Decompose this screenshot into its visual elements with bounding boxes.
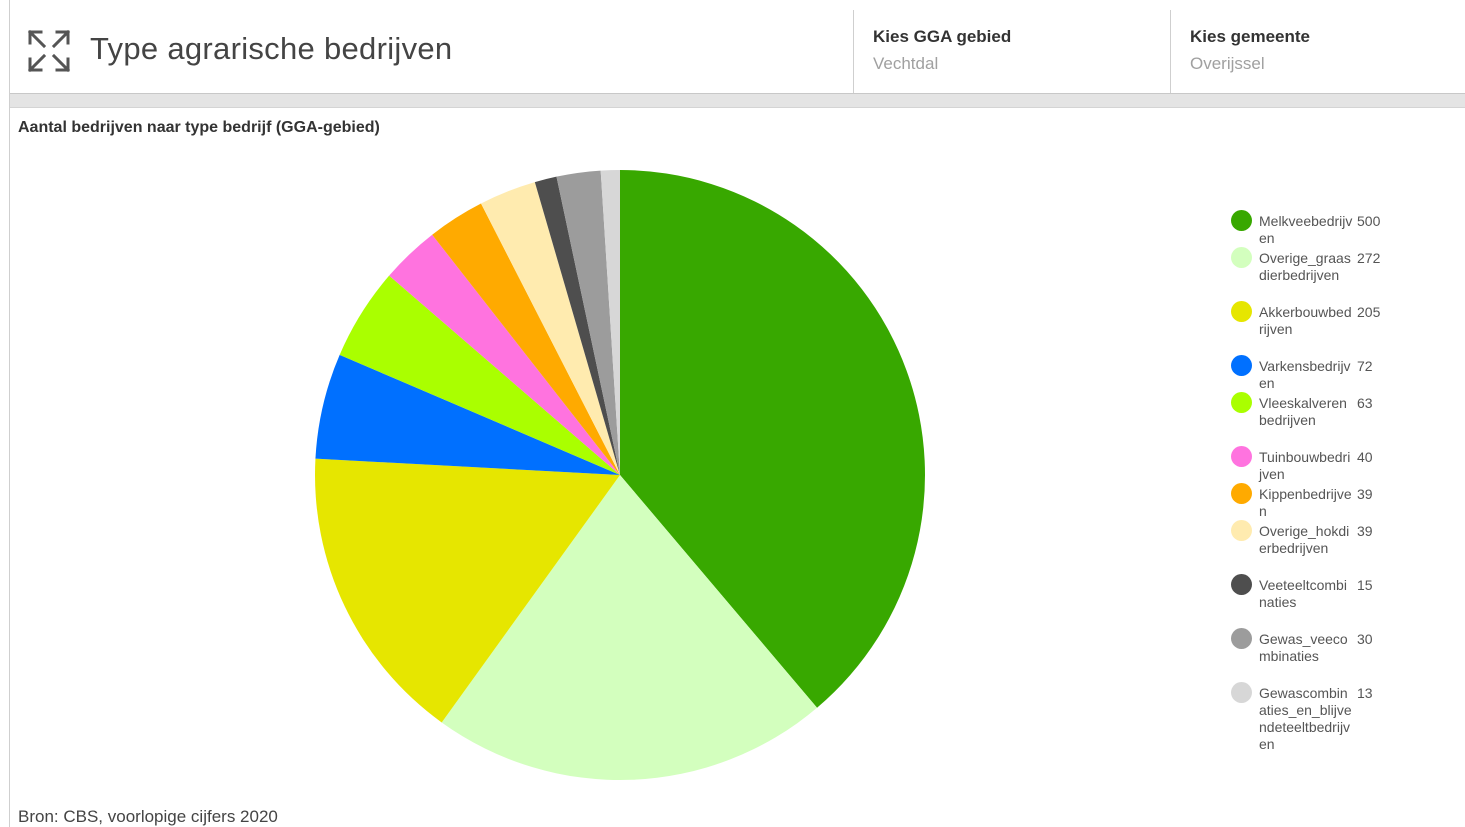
pie-chart (314, 170, 926, 780)
legend-label: Akkerbouwbedrijven (1259, 304, 1352, 337)
legend-label: Tuinbouwbedrijven (1259, 449, 1351, 482)
pie-slice-melkveebedrijven[interactable] (620, 170, 926, 708)
legend-value: 205 (1357, 304, 1381, 320)
legend-label: Overige_hokdierbedrijven (1259, 523, 1350, 556)
pie-slice-gewascombinaties-en-blijvendeteeltbedrijven[interactable] (600, 170, 620, 475)
legend-swatch (1231, 247, 1252, 268)
legend-label: Veeteeltcombinaties (1259, 577, 1347, 610)
legend-swatch (1231, 392, 1252, 413)
gemeente-selector-label: Kies gemeente (1190, 27, 1310, 46)
header-divider (10, 94, 1465, 108)
legend-label: Vleeskalverenbedrijven (1259, 395, 1347, 428)
legend-swatch (1231, 355, 1252, 376)
header-bar: Type agrarische bedrijven Kies GGA gebie… (10, 0, 1465, 94)
legend-swatch (1231, 682, 1252, 703)
legend-swatch (1231, 301, 1252, 322)
gga-selector-value[interactable]: Vechtdal (873, 54, 939, 73)
gemeente-selector-value[interactable]: Overijssel (1190, 54, 1265, 73)
pie-slice-veeteeltcombinaties[interactable] (534, 176, 620, 476)
legend-label: Gewascombinaties_en_blijvendeteeltbedrij… (1259, 685, 1352, 752)
legend-value: 72 (1357, 358, 1373, 374)
legend-value: 63 (1357, 395, 1373, 411)
legend-label: Overige_graasdierbedrijven (1259, 250, 1351, 283)
legend-swatch (1231, 210, 1252, 231)
gga-selector[interactable]: Kies GGA gebied Vechtdal (853, 10, 1170, 93)
pie-slice-tuinbouwbedrijven[interactable] (389, 234, 620, 475)
legend-value: 39 (1357, 486, 1373, 502)
legend-label: Gewas_veecombinaties (1259, 631, 1348, 664)
legend-value: 272 (1357, 250, 1381, 266)
legend-value: 40 (1357, 449, 1373, 465)
legend-label: Melkveebedrijven (1259, 213, 1353, 246)
legend-swatch (1231, 574, 1252, 595)
legend-value: 30 (1357, 631, 1373, 647)
app-title: Type agrarische bedrijven (90, 31, 453, 66)
legend-value: 500 (1357, 213, 1381, 229)
legend-label: Kippenbedrijven (1259, 486, 1352, 519)
gemeente-selector[interactable]: Kies gemeente Overijssel (1170, 10, 1465, 93)
pie-slice-kippenbedrijven[interactable] (432, 203, 620, 475)
gga-selector-label: Kies GGA gebied (873, 27, 1012, 46)
source-note: Bron: CBS, voorlopige cijfers 2020 (18, 807, 278, 826)
legend-swatch (1231, 628, 1252, 649)
pie-slice-overige-graasdierbedrijven[interactable] (441, 475, 818, 780)
pie-slice-varkensbedrijven[interactable] (315, 354, 620, 475)
legend-value: 39 (1357, 523, 1373, 539)
pie-slice-overige-hokdierbedrijven[interactable] (481, 182, 620, 476)
left-border (9, 0, 10, 827)
legend-label: Varkensbedrijven (1259, 358, 1351, 391)
chart-title: Aantal bedrijven naar type bedrijf (GGA-… (18, 119, 380, 136)
legend-swatch (1231, 483, 1252, 504)
pie-slice-akkerbouwbedrijven[interactable] (314, 458, 620, 723)
legend-value: 15 (1357, 577, 1373, 593)
pie-slice-gewas-veecombinaties[interactable] (556, 170, 620, 476)
legend-swatch (1231, 520, 1252, 541)
pie-slice-vleeskalverenbedrijven[interactable] (339, 275, 620, 475)
expand-arrows-icon[interactable] (27, 29, 71, 73)
legend-swatch (1231, 446, 1252, 467)
legend-value: 13 (1357, 685, 1373, 701)
